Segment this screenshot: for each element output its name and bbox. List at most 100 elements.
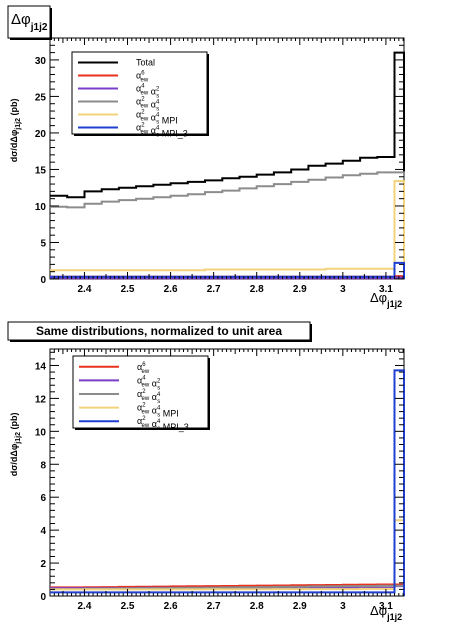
- legend-sup-2: 2: [156, 87, 160, 93]
- legend-text: α: [136, 71, 141, 81]
- y-tick-label: 5: [40, 238, 46, 249]
- y-tick-label: 10: [35, 202, 47, 213]
- y-tick-label: 25: [35, 92, 47, 103]
- legend-text-2: α: [149, 419, 157, 429]
- x-tick-label: 2.4: [77, 284, 91, 295]
- chart-panel-2: Same distributions, normalized to unit a…: [7, 321, 405, 622]
- legend-text: α: [137, 375, 142, 385]
- legend-box: [72, 355, 209, 429]
- legend-sup: 2: [141, 123, 145, 129]
- x-axis-label-sub: j1j2: [386, 299, 402, 309]
- legend-text: α: [137, 362, 142, 372]
- legend-sub-2: s: [156, 107, 159, 113]
- y-tick-label: 0: [40, 592, 46, 603]
- y-tick-label: 14: [35, 361, 47, 372]
- x-tick-label: 3.1: [379, 284, 393, 295]
- legend-suffix: MPI_3: [160, 422, 189, 432]
- y-axis-label-main: dσ/dΔφ: [9, 129, 19, 162]
- legend-text-2: α: [149, 406, 157, 416]
- legend-text-2: α: [149, 378, 157, 388]
- x-tick-label: 2.8: [250, 601, 264, 612]
- legend-text: α: [137, 389, 142, 399]
- legend-text: α: [137, 403, 142, 413]
- x-tick-label: 2.8: [250, 284, 264, 295]
- legend-sub-2: s: [156, 94, 159, 100]
- legend-sub: ew: [142, 410, 150, 416]
- legend-sup-2: 4: [156, 100, 160, 106]
- legend-sub-2: s: [157, 413, 160, 419]
- x-tick-label: 2.9: [293, 601, 307, 612]
- legend-sub: ew: [141, 91, 149, 97]
- y-tick-label: 30: [35, 56, 47, 67]
- legend-sub-2: s: [156, 120, 159, 126]
- legend-text: α: [137, 416, 142, 426]
- legend-sub: ew: [142, 382, 150, 388]
- x-tick-label: 2.7: [207, 601, 221, 612]
- legend-sup-2: 4: [157, 419, 161, 425]
- y-tick-label: 12: [35, 394, 47, 405]
- y-tick-label: 6: [40, 493, 46, 504]
- y-tick-label: 0: [40, 275, 46, 286]
- legend-sup: 2: [142, 403, 146, 409]
- chart-title-sub: j1j2: [30, 22, 48, 33]
- legend-text-2: α: [149, 392, 157, 402]
- legend-sub-2: s: [157, 399, 160, 405]
- chart-title-main: Δφ: [11, 11, 31, 28]
- legend-sub: ew: [141, 78, 149, 84]
- legend-text-2: α: [148, 100, 156, 110]
- legend-entry: α2 ew α4 s MPI: [137, 403, 179, 419]
- x-axis-label: Δφj1j2: [370, 603, 402, 622]
- legend-text-2: α: [148, 87, 156, 97]
- title-box: [7, 321, 311, 341]
- y-axis-label: dσ/dΔφj1j2 (pb): [9, 99, 22, 163]
- legend-sub-2: s: [157, 426, 160, 432]
- legend-entry: α6 ew: [136, 71, 149, 84]
- legend-sub: ew: [142, 396, 150, 402]
- y-tick-label: 20: [35, 129, 47, 140]
- legend-sup: 6: [141, 71, 145, 77]
- x-tick-label: 2.4: [77, 601, 91, 612]
- legend-text-2: α: [148, 113, 156, 123]
- x-axis-label-main: Δφ: [370, 290, 387, 305]
- y-tick-label: 2: [40, 559, 46, 570]
- series-line-5: [50, 180, 405, 279]
- legend-sup: 4: [141, 84, 145, 90]
- x-tick-label: 2.6: [164, 284, 178, 295]
- legend-box: [71, 51, 208, 135]
- chart-title: Same distributions, normalized to unit a…: [36, 324, 282, 338]
- x-axis-label-sub: j1j2: [386, 612, 402, 622]
- x-tick-label: 2.9: [293, 284, 307, 295]
- y-tick-label: 4: [40, 526, 46, 537]
- x-tick-label: 2.5: [121, 601, 135, 612]
- legend-suffix: MPI: [160, 409, 179, 419]
- legend-entry: α2 ew α4 s MPI_3: [137, 416, 189, 432]
- legend-sub: ew: [141, 117, 149, 123]
- legend-sup-2: 2: [157, 378, 161, 384]
- legend-sup-2: 4: [157, 406, 161, 412]
- legend-suffix: MPI: [159, 116, 178, 126]
- y-axis-label-unit: (pb): [9, 99, 19, 119]
- series-line-4: [50, 171, 405, 279]
- x-tick-label: 2.7: [207, 284, 221, 295]
- legend-sub-2: s: [156, 133, 159, 139]
- y-axis-label-sub: j1j2: [15, 432, 22, 445]
- y-axis-label-sub: j1j2: [15, 118, 22, 131]
- legend-text: α: [136, 84, 141, 94]
- legend-entry: α2 ew α4 s MPI_3: [136, 123, 188, 139]
- chart-title: Δφj1j2: [11, 11, 48, 33]
- legend-sup: 2: [141, 97, 145, 103]
- x-axis-label: Δφj1j2: [370, 290, 402, 309]
- legend-sup: 6: [142, 362, 146, 368]
- y-axis-label-main: dσ/dΔφ: [9, 443, 19, 476]
- legend-sub: ew: [141, 104, 149, 110]
- legend-sup-2: 4: [156, 126, 160, 132]
- legend-text: α: [136, 97, 141, 107]
- legend-text-2: α: [148, 126, 156, 136]
- legend-sub: ew: [141, 130, 149, 136]
- y-tick-label: 8: [40, 460, 46, 471]
- legend-entry: α2 ew α4 s MPI: [136, 110, 178, 126]
- legend-sup: 2: [142, 389, 146, 395]
- legend-entry: Total: [136, 58, 155, 68]
